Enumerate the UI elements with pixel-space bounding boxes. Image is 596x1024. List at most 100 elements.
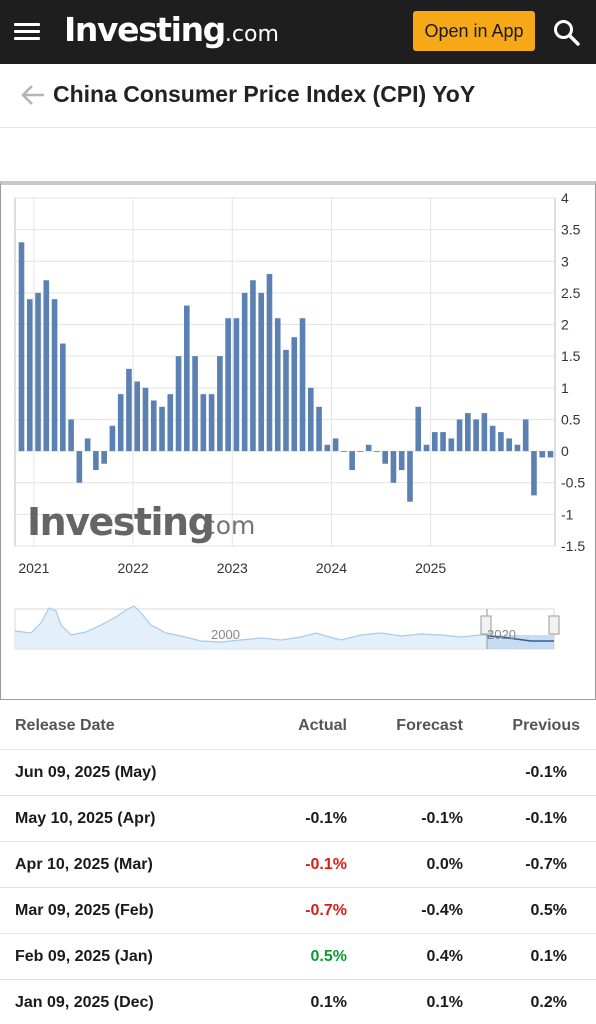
chart-bar	[258, 292, 265, 452]
release-date-cell: May 10, 2025 (Apr)	[15, 810, 156, 827]
open-in-app-button[interactable]: Open in App	[413, 11, 535, 51]
chart-bar	[51, 299, 58, 452]
forecast-cell: 0.4%	[426, 948, 463, 965]
chart-bar	[283, 349, 289, 452]
chart-bar	[316, 406, 322, 452]
chart-bar	[250, 280, 256, 452]
chart-bar	[489, 425, 496, 452]
chart-bar	[208, 394, 215, 452]
chart-bar	[539, 451, 546, 458]
chart-container: 4 3.5 3 2.5 2 1.5 1 0.5 0 -0.5 -1 -1.5 2021 2022 2023 2…	[0, 181, 596, 700]
chart-bar	[26, 299, 33, 452]
chart-bar	[291, 337, 298, 452]
y-tick-label: -0.5	[561, 475, 585, 491]
chart-bar	[506, 438, 512, 452]
logo-main-text: Investing	[64, 10, 226, 49]
release-date-cell: Jan 09, 2025 (Dec)	[15, 994, 154, 1011]
header-release-date: Release Date	[15, 717, 115, 734]
page-title: China Consumer Price Index (CPI) YoY	[53, 81, 476, 107]
chart-bar	[332, 438, 339, 452]
chart-bar	[448, 438, 455, 452]
chart-bar	[431, 432, 438, 452]
chart-bar	[465, 413, 471, 452]
cpi-bar-chart[interactable]: 4 3.5 3 2.5 2 1.5 1 0.5 0 -0.5 -1 -1.5 2021 2022 2023 2…	[1, 185, 595, 699]
chart-bar	[60, 343, 66, 452]
previous-cell: -0.7%	[525, 856, 567, 873]
chart-bar	[398, 451, 405, 471]
chart-bar	[109, 425, 116, 452]
chart-bar	[473, 419, 479, 452]
y-tick-label: 0	[561, 443, 569, 459]
forecast-cell: -0.4%	[421, 902, 463, 919]
chart-bar	[192, 356, 198, 452]
actual-cell: 0.5%	[310, 948, 347, 965]
table-row: May 10, 2025 (Apr) -0.1% -0.1% -0.1%	[0, 796, 596, 842]
chart-bar	[498, 432, 504, 452]
previous-cell: -0.1%	[525, 764, 567, 781]
chart-bar	[35, 292, 41, 452]
chart-bar	[43, 280, 50, 452]
chart-bar	[307, 387, 314, 452]
chart-bar	[117, 394, 124, 452]
chart-bar	[159, 406, 165, 452]
table-row: Jan 09, 2025 (Dec) 0.1% 0.1% 0.2%	[0, 980, 596, 1024]
chart-bar	[349, 451, 355, 471]
navigator-selected-line	[486, 635, 554, 642]
chart-bar	[150, 400, 157, 452]
previous-cell: 0.2%	[530, 994, 567, 1011]
chart-bar	[531, 451, 537, 496]
chart-bar	[233, 318, 240, 452]
chart-bar	[341, 451, 347, 452]
previous-cell: -0.1%	[525, 810, 567, 827]
previous-cell: 0.1%	[530, 948, 567, 965]
chart-bar	[382, 451, 388, 464]
navigator-right-handle	[548, 615, 560, 635]
y-tick-label: 1.5	[561, 348, 581, 364]
site-logo[interactable]: Investing.com	[64, 10, 279, 49]
chart-bar	[68, 419, 74, 452]
search-icon[interactable]	[551, 17, 581, 47]
chart-bar	[134, 381, 141, 452]
chart-bar	[374, 451, 380, 452]
chart-bar	[225, 318, 231, 452]
chart-bar	[84, 438, 91, 452]
navigator-line	[14, 605, 487, 643]
table-row: Mar 09, 2025 (Feb) -0.7% -0.4% 0.5%	[0, 888, 596, 934]
table-row: Apr 10, 2025 (Mar) -0.1% 0.0% -0.7%	[0, 842, 596, 888]
table-row: Feb 09, 2025 (Jan) 0.5% 0.4% 0.1%	[0, 934, 596, 980]
chart-watermark-suffix: .com	[194, 511, 255, 540]
y-tick-label: 4	[561, 190, 569, 206]
x-tick-label: 2025	[415, 560, 446, 576]
chart-bar	[241, 292, 248, 452]
chart-bar	[76, 451, 83, 483]
chart-bar	[522, 419, 529, 452]
chart-bar	[167, 394, 174, 452]
chart-watermark: Investing	[27, 500, 213, 544]
actual-cell: -0.1%	[305, 810, 347, 827]
y-tick-label: 1	[561, 380, 569, 396]
chart-bar	[456, 419, 463, 452]
back-arrow-icon[interactable]	[20, 82, 46, 108]
navigator-left-handle	[480, 615, 492, 635]
y-tick-label: 2	[561, 317, 569, 333]
chart-bar	[126, 368, 132, 452]
chart-bar	[200, 394, 207, 452]
chart-bar	[481, 413, 488, 452]
menu-icon[interactable]	[14, 19, 44, 45]
chart-bar	[101, 451, 107, 464]
table-row: Jun 09, 2025 (May) -0.1%	[0, 750, 596, 796]
y-tick-label: -1.5	[561, 538, 585, 554]
table-header-row: Release Date Actual Forecast Previous	[0, 702, 596, 750]
chart-bar	[407, 451, 413, 502]
previous-cell: 0.5%	[530, 902, 567, 919]
x-tick-label: 2024	[316, 560, 347, 576]
chart-bar	[274, 318, 281, 452]
release-date-cell: Jun 09, 2025 (May)	[15, 764, 157, 781]
forecast-cell: 0.0%	[426, 856, 463, 873]
actual-cell: 0.1%	[310, 994, 347, 1011]
navigator-label: 2020	[487, 627, 516, 642]
release-date-cell: Feb 09, 2025 (Jan)	[15, 948, 153, 965]
chart-bar	[423, 444, 430, 452]
y-tick-label: 2.5	[561, 285, 581, 301]
navigator-area	[15, 606, 487, 649]
